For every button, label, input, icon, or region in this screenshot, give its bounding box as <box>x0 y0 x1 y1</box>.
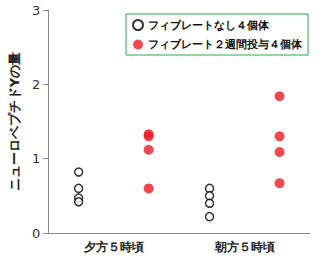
svg-text:2: 2 <box>32 77 40 92</box>
svg-text:フィブレート２週間投与４個体: フィブレート２週間投与４個体 <box>148 38 303 51</box>
svg-text:フィブレートなし４個体: フィブレートなし４個体 <box>148 19 270 32</box>
svg-text:朝方５時頃: 朝方５時頃 <box>214 240 275 254</box>
svg-text:ニューロペプチドYの量: ニューロペプチドYの量 <box>7 52 22 191</box>
svg-text:1: 1 <box>32 151 40 166</box>
svg-text:夕方５時頃: 夕方５時頃 <box>83 240 144 254</box>
svg-text:3: 3 <box>32 3 40 18</box>
svg-text:0: 0 <box>32 226 40 241</box>
